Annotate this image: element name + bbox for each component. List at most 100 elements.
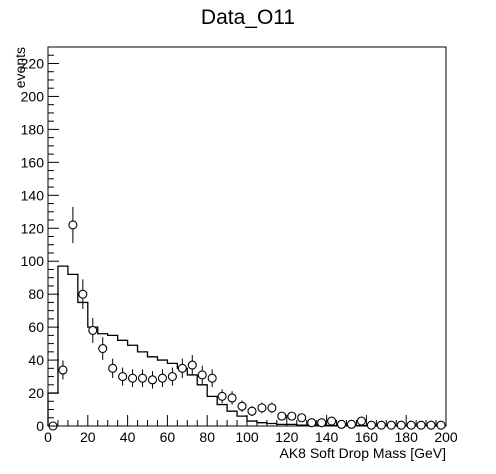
point-marker — [436, 420, 446, 430]
y-tick-label: 160 — [21, 154, 45, 170]
data-point — [58, 360, 68, 380]
data-point — [217, 389, 227, 404]
point-marker — [137, 373, 148, 383]
y-tick-label: 140 — [21, 187, 45, 203]
data-point — [317, 418, 327, 428]
chart-title: Data_O11 — [201, 6, 295, 29]
data-point — [108, 358, 118, 379]
data-point — [137, 369, 148, 388]
data-point — [197, 365, 207, 385]
data-point — [147, 371, 158, 389]
data-point — [167, 367, 177, 386]
point-marker — [277, 411, 287, 421]
data-point — [336, 419, 347, 429]
y-tick-label: 20 — [28, 385, 44, 401]
point-marker — [187, 360, 197, 370]
data-point — [327, 416, 337, 426]
point-marker — [366, 420, 376, 430]
point-marker — [307, 418, 317, 428]
data-point — [68, 206, 78, 244]
data-point — [88, 317, 98, 343]
point-marker — [88, 325, 98, 335]
y-tick-label: 220 — [21, 55, 45, 71]
y-axis-title: events — [12, 47, 28, 88]
x-tick-label: 40 — [120, 429, 136, 445]
point-marker — [376, 420, 386, 430]
point-marker — [406, 420, 416, 430]
point-marker — [317, 418, 327, 428]
data-point — [287, 411, 297, 421]
y-tick-label: 100 — [21, 253, 45, 269]
y-axis-ticks: 0 20 40 60 80 100 120 140 160 180 200 220 — [21, 46, 59, 434]
x-tick-label: 80 — [199, 429, 215, 445]
point-marker — [108, 363, 118, 373]
data-point — [267, 402, 277, 414]
data-point — [376, 420, 386, 430]
x-axis-ticks: 0 20 40 60 80 100 120 140 160 180 200 — [44, 415, 458, 445]
point-marker — [426, 420, 436, 430]
histogram-layer — [47, 265, 447, 427]
x-axis-title: AK8 Soft Drop Mass [GeV] — [279, 445, 446, 461]
point-marker — [118, 372, 128, 382]
data-point — [78, 279, 88, 310]
point-marker — [58, 365, 68, 375]
data-point — [297, 413, 307, 423]
y-tick-label: 60 — [28, 319, 44, 335]
data-point — [247, 406, 257, 417]
point-marker — [267, 403, 277, 413]
data-point — [406, 420, 416, 430]
point-marker — [416, 420, 426, 430]
y-tick-label: 120 — [21, 220, 45, 236]
data-point — [177, 358, 187, 379]
point-marker — [396, 420, 406, 430]
point-marker — [237, 401, 247, 411]
y-tick-label: 40 — [28, 352, 44, 368]
data-point — [436, 420, 446, 430]
point-marker — [167, 372, 177, 382]
y-tick-label: 80 — [28, 286, 44, 302]
data-point — [157, 369, 167, 388]
data-point — [118, 367, 128, 386]
point-marker — [287, 411, 297, 421]
x-tick-label: 0 — [44, 429, 52, 445]
x-tick-label: 20 — [80, 429, 96, 445]
point-marker — [356, 416, 366, 426]
point-marker — [197, 370, 207, 380]
data-point — [207, 369, 217, 388]
data-point — [356, 416, 366, 426]
point-marker — [207, 373, 217, 383]
x-tick-label: 60 — [160, 429, 176, 445]
point-marker — [346, 419, 357, 429]
point-marker — [147, 375, 158, 385]
y-tick-label: 200 — [21, 88, 45, 104]
data-point — [307, 418, 317, 428]
point-marker — [327, 416, 337, 426]
point-marker — [336, 419, 347, 429]
histogram-step-line — [47, 265, 447, 427]
point-marker — [128, 373, 138, 383]
data-points-layer — [48, 206, 446, 431]
x-tick-label: 180 — [395, 429, 419, 445]
data-point — [257, 402, 267, 414]
point-marker — [78, 289, 88, 299]
point-marker — [68, 220, 78, 230]
point-marker — [157, 373, 167, 383]
data-point — [98, 337, 108, 360]
point-marker — [227, 393, 237, 403]
data-point — [396, 420, 406, 430]
x-tick-label: 200 — [434, 429, 458, 445]
x-tick-label: 160 — [355, 429, 379, 445]
y-tick-label: 0 — [36, 418, 44, 434]
data-point — [426, 420, 436, 430]
x-tick-label: 140 — [315, 429, 339, 445]
point-marker — [98, 344, 108, 354]
data-point — [227, 391, 237, 405]
point-marker — [217, 391, 227, 401]
data-point — [416, 420, 426, 430]
data-point — [366, 420, 376, 430]
point-marker — [247, 406, 257, 416]
x-tick-label: 100 — [235, 429, 259, 445]
data-point — [386, 420, 396, 430]
